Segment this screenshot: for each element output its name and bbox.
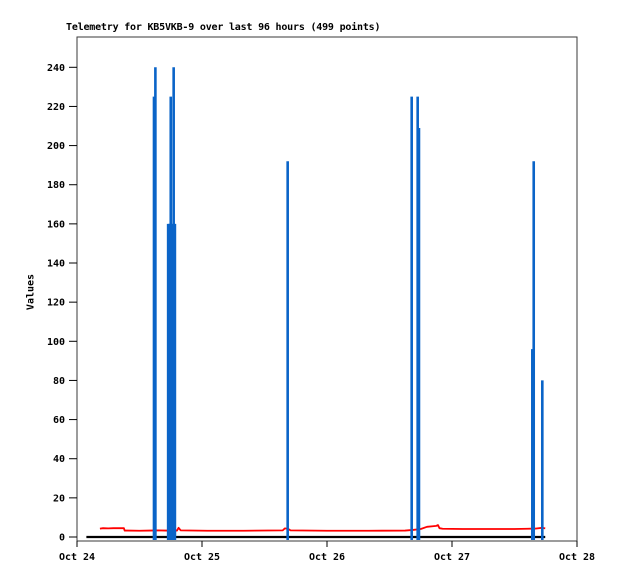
x-tick-label: Oct 24 xyxy=(59,552,95,563)
x-tick-label: Oct 25 xyxy=(184,552,220,563)
y-tick-label: 220 xyxy=(47,102,65,113)
y-tick-label: 80 xyxy=(53,376,65,387)
y-tick-label: 240 xyxy=(47,63,65,74)
x-tick-label: Oct 27 xyxy=(434,552,470,563)
y-tick-label: 60 xyxy=(53,415,65,426)
telemetry-red-line xyxy=(99,524,546,532)
y-tick-label: 0 xyxy=(59,533,65,544)
y-tick-label: 120 xyxy=(47,298,65,309)
y-tick-label: 180 xyxy=(47,180,65,191)
plot-frame xyxy=(76,36,578,542)
y-tick-label: 160 xyxy=(47,219,65,230)
y-tick-label: 100 xyxy=(47,337,65,348)
y-tick-label: 40 xyxy=(53,454,65,465)
y-tick-label: 140 xyxy=(47,259,65,270)
y-tick-label: 200 xyxy=(47,141,65,152)
x-tick-label: Oct 28 xyxy=(559,552,595,563)
x-tick-label: Oct 26 xyxy=(309,552,345,563)
y-tick-label: 20 xyxy=(53,493,65,504)
chart-title: Telemetry for KB5VKB-9 over last 96 hour… xyxy=(66,22,381,33)
